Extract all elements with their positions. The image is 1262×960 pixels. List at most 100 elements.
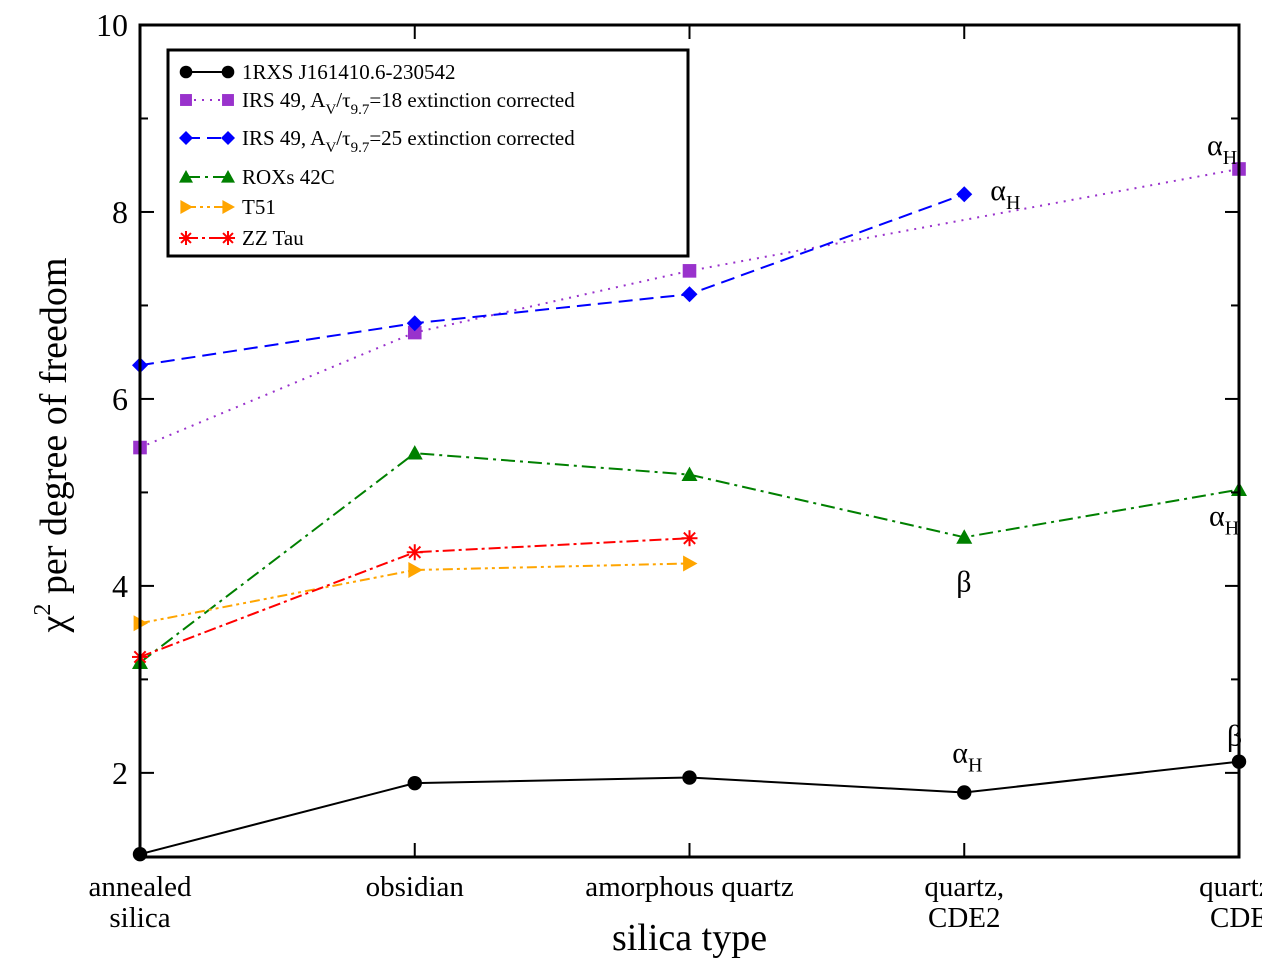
legend-entry-4: T51: [180, 195, 276, 219]
data-point: [682, 264, 697, 278]
series-3: [132, 445, 1247, 669]
legend-label: IRS 49, AV/τ9.7=25 extinction corrected: [242, 126, 575, 156]
annotation-label: αH: [952, 736, 982, 776]
series-line: [139, 193, 965, 367]
legend-label-part: 9.7: [351, 102, 370, 118]
annotation-label: αH: [1207, 129, 1237, 169]
legend-label-part: /τ: [336, 126, 350, 150]
annotation-sub: H: [1223, 147, 1237, 169]
asterisk-stroke: [180, 232, 192, 244]
legend-marker: [221, 131, 235, 145]
legend-marker: [179, 131, 193, 145]
annotation-label: β: [956, 565, 971, 598]
legend-label-part: V: [325, 102, 336, 118]
annotation-sub: H: [1225, 518, 1239, 540]
series-line: [139, 452, 1240, 664]
legend-marker: [179, 231, 193, 245]
data-point: [408, 562, 423, 579]
x-tick-label: obsidian: [366, 871, 465, 903]
legend-marker: [179, 65, 193, 79]
legend-marker: [222, 94, 234, 106]
data-point: [681, 286, 698, 303]
data-point: [406, 315, 423, 332]
y-tick-label: 2: [112, 755, 128, 791]
legend-label: IRS 49, AV/τ9.7=18 extinction corrected: [242, 88, 575, 118]
annotation-main: β: [1227, 720, 1242, 753]
series-5: [132, 530, 698, 665]
annotation-label: αH: [990, 174, 1020, 214]
data-point: [406, 544, 423, 561]
y-tick-label: 8: [112, 194, 128, 230]
x-tick-label: CDE2: [928, 902, 1001, 934]
annotation-sub: H: [968, 754, 982, 776]
legend-entry-2: IRS 49, AV/τ9.7=25 extinction corrected: [179, 126, 575, 156]
legend-label: ROXs 42C: [242, 165, 335, 189]
y-tick-label: 6: [112, 381, 128, 417]
legend-marker: [221, 231, 235, 245]
legend-entry-5: ZZ Tau: [179, 226, 304, 250]
y-tick-label: 4: [112, 568, 128, 604]
legend-box: [166, 48, 690, 258]
axis-ticks: [139, 24, 1240, 857]
data-point: [681, 466, 698, 482]
data-point: [956, 186, 973, 203]
x-tick-label: amorphous quartz: [585, 871, 794, 903]
data-point: [407, 775, 422, 791]
data-point: [407, 325, 422, 340]
data-point: [956, 529, 973, 544]
y-axis-label-sup: 2: [30, 604, 56, 616]
annotation-main: α: [1207, 129, 1223, 162]
legend-label: 1RXS J161410.6-230542: [242, 60, 456, 84]
legend-label-part: =18 extinction corrected: [369, 88, 575, 112]
annotation-main: α: [952, 736, 968, 769]
annotation-sub: H: [1006, 192, 1020, 214]
legend-label-part: T51: [242, 195, 276, 219]
x-tick-label: quartz,: [924, 871, 1004, 903]
x-axis-label: silica type: [612, 917, 767, 959]
legend-label-part: IRS 49, A: [242, 126, 326, 150]
asterisk-stroke: [683, 531, 696, 545]
series-2: [132, 186, 973, 374]
legend-entry-1: IRS 49, AV/τ9.7=18 extinction corrected: [180, 88, 575, 118]
legend-marker: [179, 170, 193, 183]
series-4: [133, 555, 698, 632]
y-tick-label: 10: [96, 7, 128, 43]
legend-marker: [222, 200, 235, 214]
data-point: [681, 530, 698, 547]
legend-marker: [221, 170, 235, 183]
legend-label-part: 1RXS J161410.6-230542: [242, 60, 456, 84]
legend-marker: [180, 200, 193, 214]
data-point: [683, 555, 698, 572]
data-point: [957, 785, 972, 800]
legend-entry-3: ROXs 42C: [179, 165, 335, 189]
legend-label-part: =25 extinction corrected: [369, 126, 575, 150]
legend-label-part: IRS 49, A: [242, 88, 326, 112]
legend-label-part: 9.7: [351, 140, 370, 156]
series-line: [139, 562, 690, 625]
legend-label-part: V: [325, 140, 336, 156]
annotation-main: α: [990, 174, 1006, 207]
annotation-main: β: [956, 565, 971, 598]
series-layer: [132, 162, 1247, 862]
data-point: [682, 770, 697, 785]
asterisk-stroke: [408, 545, 422, 559]
legend-marker: [221, 65, 235, 79]
x-tick-label: silica: [109, 902, 170, 934]
annotation-main: α: [1209, 500, 1225, 533]
legend-marker: [180, 94, 192, 106]
legend-label: ZZ Tau: [242, 226, 304, 250]
y-axis-label-symbol: χ: [33, 615, 75, 633]
x-tick-label: annealed: [88, 871, 192, 903]
data-point: [406, 445, 423, 460]
y-axis-label: χ2 per degree of freedom: [30, 258, 75, 634]
x-tick-label: quartz,: [1199, 871, 1262, 903]
x-tick-label: CDE: [1210, 902, 1262, 934]
annotation-label: β: [1227, 720, 1242, 753]
asterisk-stroke: [222, 232, 234, 244]
legend-label-part: ROXs 42C: [242, 165, 335, 189]
legend-entry-0: 1RXS J161410.6-230542: [179, 60, 456, 84]
